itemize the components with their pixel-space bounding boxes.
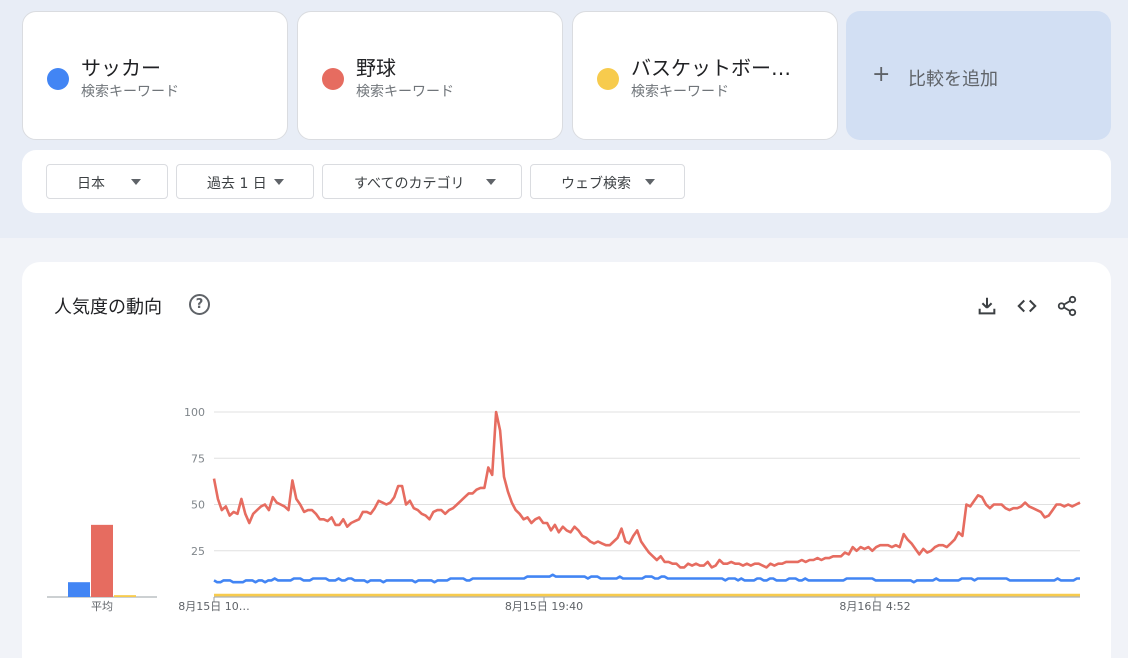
- chart-title: 人気度の動向: [54, 297, 162, 318]
- term-name: サッカー: [81, 56, 161, 80]
- time-range-label: 過去 1 日: [207, 176, 267, 192]
- embed-code-icon[interactable]: [1016, 295, 1038, 317]
- y-tick-label: 50: [191, 499, 205, 512]
- add-comparison-label: 比較を追加: [908, 69, 998, 90]
- time-range-dropdown[interactable]: 過去 1 日: [176, 164, 314, 199]
- caret-down-icon: [486, 179, 496, 185]
- search-type-dropdown[interactable]: ウェブ検索: [530, 164, 685, 199]
- x-axis-ticks: 8月15日 10… 8月15日 19:40 8月16日 4:52: [178, 597, 911, 613]
- search-type-label: ウェブ検索: [561, 176, 631, 192]
- average-bar: [114, 595, 136, 597]
- y-tick-label: 100: [184, 406, 205, 419]
- term-card-soccer[interactable]: サッカー 検索キーワード: [22, 11, 288, 140]
- x-tick-label: 8月15日 10…: [178, 600, 250, 613]
- caret-down-icon: [131, 179, 141, 185]
- caret-down-icon: [645, 179, 655, 185]
- caret-down-icon: [274, 179, 284, 185]
- x-tick-label: 8月15日 19:40: [505, 600, 583, 613]
- series-color-dot: [47, 68, 69, 90]
- series-line: [213, 573, 1080, 584]
- download-icon[interactable]: [976, 295, 998, 317]
- series-color-dot: [322, 68, 344, 90]
- term-type: 検索キーワード: [356, 84, 454, 100]
- interest-line-chart: 平均 100 75 50 25 8月15日 10… 8月15日 19:40 8月16日 4…: [47, 406, 1081, 613]
- average-label: 平均: [91, 600, 113, 613]
- term-card-basketball[interactable]: バスケットボー… 検索キーワード: [572, 11, 838, 140]
- term-type: 検索キーワード: [631, 84, 729, 100]
- series-color-dot: [597, 68, 619, 90]
- y-tick-label: 75: [191, 452, 205, 465]
- chart-series: [212, 410, 1081, 597]
- category-dropdown[interactable]: すべてのカテゴリ: [322, 164, 522, 199]
- share-icon[interactable]: [1056, 295, 1078, 317]
- help-icon[interactable]: ?: [189, 294, 210, 315]
- chart-grid: 100 75 50 25: [184, 406, 1080, 598]
- plus-icon: +: [872, 62, 891, 87]
- y-tick-label: 25: [191, 545, 205, 558]
- region-label: 日本: [77, 176, 105, 192]
- category-label: すべてのカテゴリ: [354, 176, 465, 192]
- interest-over-time-card: 人気度の動向 ? 平均 100 75 50 25 8月15日 10… 8月15日 19:…: [22, 262, 1111, 658]
- term-name: バスケットボー…: [631, 56, 791, 80]
- region-dropdown[interactable]: 日本: [46, 164, 168, 199]
- term-card-baseball[interactable]: 野球 検索キーワード: [297, 11, 563, 140]
- term-name: 野球: [356, 56, 396, 80]
- add-comparison-button[interactable]: + 比較を追加: [846, 11, 1111, 140]
- x-tick-label: 8月16日 4:52: [839, 600, 910, 613]
- term-type: 検索キーワード: [81, 84, 179, 100]
- average-bar: [91, 524, 113, 597]
- average-bars: 平均: [47, 524, 157, 613]
- average-bar: [68, 582, 90, 597]
- series-line: [212, 410, 1081, 569]
- filter-bar: 日本 過去 1 日 すべてのカテゴリ ウェブ検索: [22, 150, 1111, 213]
